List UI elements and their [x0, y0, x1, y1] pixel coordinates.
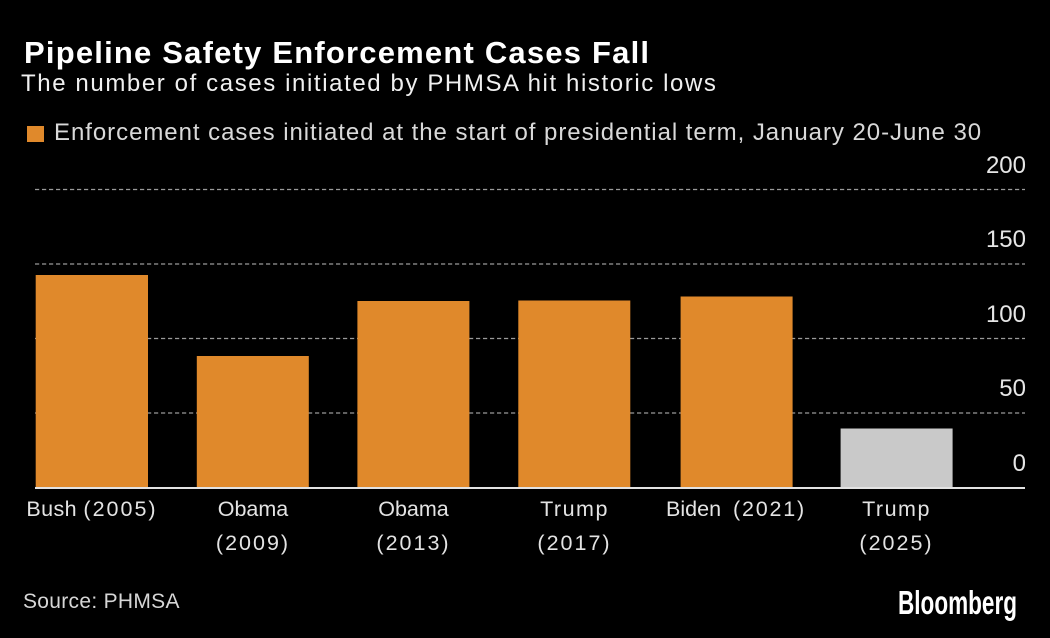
svg-text:Bloomberg: Bloomberg [898, 584, 1017, 621]
